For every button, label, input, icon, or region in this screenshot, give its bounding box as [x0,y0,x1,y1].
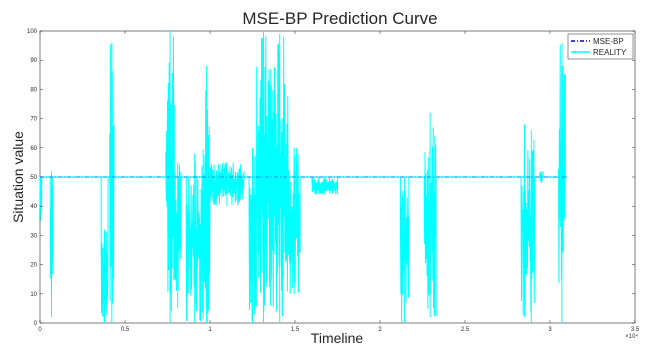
legend-mse-bp-label: MSE-BP [593,37,624,46]
x-tick-label: 3 [548,327,552,333]
y-tick-label: 100 [27,29,38,35]
y-tick-label: 30 [30,233,37,239]
y-tick-label: 90 [30,58,37,64]
x-tick-label: 2 [378,327,382,333]
legend: MSE-BP REALITY [567,33,634,60]
y-tick-label: 50 [30,175,37,181]
ticks-layer: 0 0.5 1 1.5 2 2.5 3 3.5 0 10 20 30 40 50 60 70 80 90 100 [27,29,640,333]
y-tick-label: 20 [30,263,37,269]
y-tick-label: 60 [30,146,37,152]
x-axis-label: Timeline [311,330,364,345]
y-tick-label: 80 [30,87,37,93]
x-tick-label: 0 [38,327,42,333]
legend-reality-label: REALITY [593,48,627,57]
y-tick-label: 40 [30,204,37,210]
y-tick-label: 10 [30,292,37,298]
x-tick-label: 2.5 [461,327,470,333]
x-tick-label: 1.5 [291,327,300,333]
chart-title: MSE-BP Prediction Curve [242,9,437,28]
x-tick-label: 1 [208,327,212,333]
y-tick-label: 0 [34,321,38,327]
y-axis-label: Situation value [10,131,26,223]
x-tick-label: 0.5 [121,327,130,333]
series-layer [39,31,567,323]
x-tick-label: 3.5 [631,327,640,333]
legend-box [567,33,634,60]
x-exponent-label: ×10⁴ [625,333,638,340]
y-tick-label: 70 [30,117,37,123]
